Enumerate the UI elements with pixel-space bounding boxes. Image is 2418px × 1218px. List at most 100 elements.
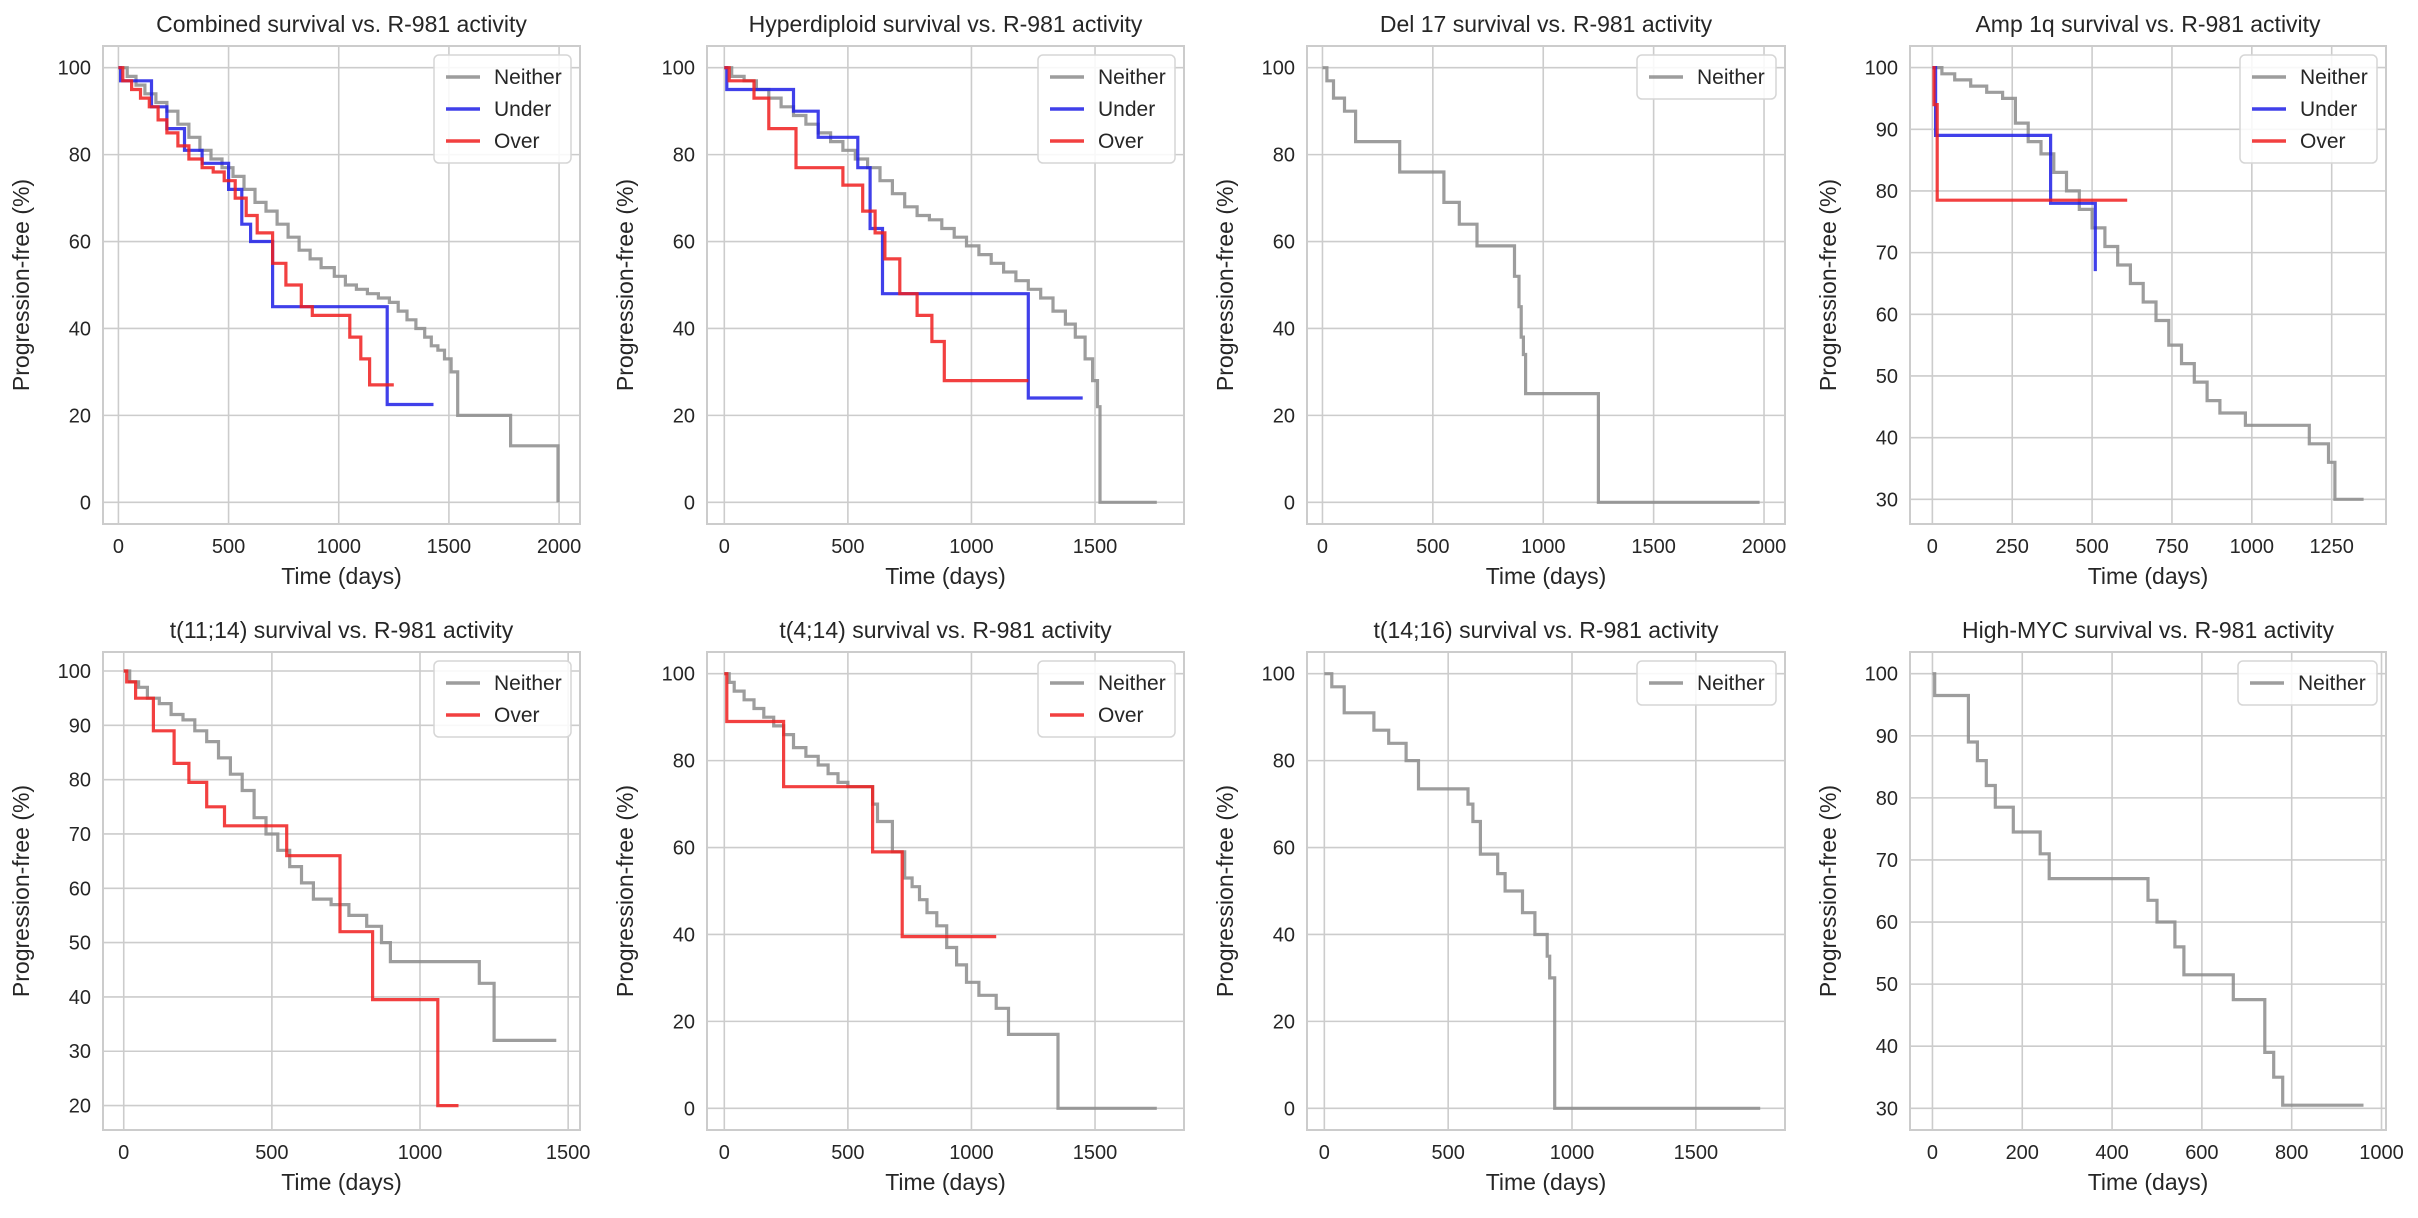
legend-label-over: Over <box>1098 130 1144 153</box>
legend: Neither <box>2237 660 2378 706</box>
x-tick-label: 250 <box>1996 536 2029 558</box>
chart-panel-6: 0 500 1000 1500 0 20 40 60 80 100 t(4;14) survival… <box>612 617 1185 1195</box>
y-tick-label: 50 <box>1876 974 1898 996</box>
legend-label-over: Over <box>1098 704 1144 727</box>
x-tick-label: 200 <box>2006 1142 2039 1164</box>
y-tick-label: 20 <box>1273 1011 1295 1033</box>
y-tick-label: 20 <box>673 1011 695 1033</box>
legend-box <box>1037 660 1176 738</box>
y-tick-label: 60 <box>1876 912 1898 934</box>
x-tick-label: 2000 <box>1742 536 1787 558</box>
x-tick-label: 1000 <box>949 1142 994 1164</box>
y-tick-label: 40 <box>673 318 695 340</box>
y-axis-label: Progression-free (%) <box>612 785 638 997</box>
y-tick-label: 100 <box>662 664 695 686</box>
x-tick-label: 0 <box>1317 536 1328 558</box>
y-tick-label: 90 <box>69 715 91 737</box>
x-tick-label: 1000 <box>2359 1142 2404 1164</box>
x-tick-label: 1000 <box>398 1142 443 1164</box>
x-tick-label: 0 <box>113 536 124 558</box>
x-tick-label: 500 <box>1431 1142 1464 1164</box>
y-tick-label: 0 <box>684 1098 695 1120</box>
x-tick-label: 500 <box>831 1142 864 1164</box>
legend-label-neither: Neither <box>1697 66 1765 89</box>
series-line-neither <box>1324 672 1761 1110</box>
y-axis-label: Progression-free (%) <box>1815 179 1841 391</box>
series-line-over <box>118 66 394 387</box>
y-tick-label: 50 <box>69 933 91 955</box>
y-tick-label: 60 <box>69 878 91 900</box>
chart-title: t(4;14) survival vs. R-981 activity <box>779 617 1112 643</box>
legend: Neither Under Over <box>433 54 572 164</box>
chart-panel-4: 0 250 500 750 1000 1250 30 40 50 60 70 80 90 100 Amp 1… <box>1815 11 2387 589</box>
y-tick-label: 40 <box>1273 924 1295 946</box>
x-tick-label: 500 <box>2075 536 2108 558</box>
y-tick-label: 100 <box>58 661 91 683</box>
y-tick-label: 80 <box>673 145 695 167</box>
x-axis-label: Time (days) <box>885 1169 1006 1195</box>
legend-box <box>1037 54 1176 164</box>
series-line-over <box>1932 66 2128 202</box>
y-tick-label: 20 <box>1273 405 1295 427</box>
x-tick-label: 1500 <box>1073 1142 1118 1164</box>
plot-frame <box>1909 651 2387 1131</box>
x-tick-label: 500 <box>1416 536 1449 558</box>
x-tick-label: 0 <box>1927 536 1938 558</box>
x-axis-label: Time (days) <box>281 1169 402 1195</box>
legend: Neither Over <box>1037 660 1176 738</box>
chart-title: Amp 1q survival vs. R-981 activity <box>1975 11 2321 37</box>
series-line-neither <box>1932 66 2364 501</box>
y-tick-label: 70 <box>1876 243 1898 265</box>
legend-box <box>2239 54 2378 164</box>
x-tick-label: 0 <box>719 536 730 558</box>
chart-panel-1: 0 500 1000 1500 2000 0 20 40 60 80 100 Combined sur… <box>8 11 581 589</box>
x-tick-label: 500 <box>831 536 864 558</box>
y-tick-label: 80 <box>69 145 91 167</box>
plot-frame <box>1306 45 1786 525</box>
x-tick-label: 750 <box>2155 536 2188 558</box>
x-tick-label: 0 <box>118 1142 129 1164</box>
x-tick-label: 0 <box>1927 1142 1938 1164</box>
legend-label-over: Over <box>494 130 540 153</box>
y-tick-label: 100 <box>1865 664 1898 686</box>
y-tick-label: 20 <box>673 405 695 427</box>
legend-label-under: Under <box>494 98 551 121</box>
chart-title: High-MYC survival vs. R-981 activity <box>1962 617 2334 643</box>
chart-panel-3: 0 500 1000 1500 2000 0 20 40 60 80 100 Del 17 survi… <box>1212 11 1786 589</box>
legend: Neither <box>1636 54 1777 100</box>
x-axis-label: Time (days) <box>1486 1169 1607 1195</box>
y-tick-label: 100 <box>58 58 91 80</box>
x-tick-label: 0 <box>719 1142 730 1164</box>
y-tick-label: 0 <box>1284 1098 1295 1120</box>
legend-box <box>433 660 572 738</box>
series-line-neither <box>724 672 1157 1110</box>
y-tick-label: 50 <box>1876 366 1898 388</box>
legend-box <box>1636 54 1777 100</box>
y-tick-label: 80 <box>1273 751 1295 773</box>
legend-label-neither: Neither <box>1697 672 1765 695</box>
x-axis-label: Time (days) <box>2088 1169 2209 1195</box>
chart-title: t(11;14) survival vs. R-981 activity <box>170 617 514 643</box>
chart-panel-8: 0 200 400 600 800 1000 30 40 50 60 70 80 90 100 High-M… <box>1815 617 2404 1195</box>
y-tick-label: 100 <box>1865 58 1898 80</box>
y-tick-label: 60 <box>673 232 695 254</box>
x-axis-label: Time (days) <box>281 563 402 589</box>
y-tick-label: 40 <box>1876 428 1898 450</box>
x-tick-label: 0 <box>1319 1142 1330 1164</box>
y-tick-label: 60 <box>1273 232 1295 254</box>
y-tick-label: 60 <box>673 838 695 860</box>
x-tick-label: 1000 <box>2230 536 2275 558</box>
x-axis-label: Time (days) <box>2088 563 2209 589</box>
y-tick-label: 80 <box>673 751 695 773</box>
y-tick-label: 40 <box>69 987 91 1009</box>
plot-frame <box>1306 651 1786 1131</box>
legend-label-under: Under <box>1098 98 1155 121</box>
series-line-under <box>118 66 434 407</box>
plot-frame <box>102 651 581 1131</box>
legend-label-neither: Neither <box>2300 66 2368 89</box>
legend-label-over: Over <box>2300 130 2346 153</box>
y-tick-label: 0 <box>80 492 91 514</box>
x-tick-label: 600 <box>2185 1142 2218 1164</box>
legend-box <box>2237 660 2378 706</box>
